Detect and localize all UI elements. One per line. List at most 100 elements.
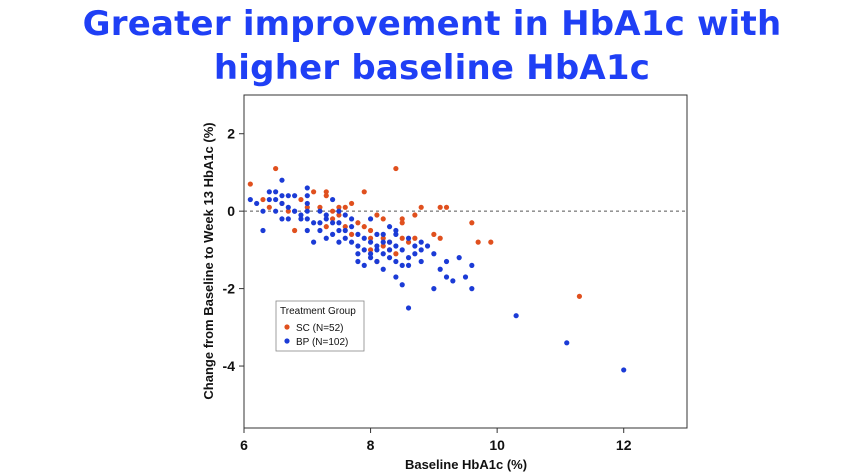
bp-point	[367, 239, 374, 245]
x-tick-label: 12	[616, 437, 632, 453]
x-axis: 6 8 10 12	[240, 428, 632, 453]
sc-point	[393, 165, 399, 172]
bp-point	[380, 239, 386, 245]
sc-point	[323, 189, 329, 195]
sc-point	[367, 227, 374, 234]
bp-point	[292, 208, 298, 214]
sc-point	[412, 212, 418, 218]
bp-point	[437, 266, 443, 272]
bp-point	[462, 274, 469, 280]
bp-point	[285, 204, 291, 210]
bp-point	[361, 262, 367, 268]
bp-point	[431, 251, 437, 257]
bp-point	[292, 193, 298, 199]
sc-point	[330, 216, 336, 222]
bp-point	[279, 200, 285, 207]
bp-point	[386, 247, 393, 253]
bp-point	[443, 274, 450, 280]
bp-point	[348, 239, 355, 245]
sc-point	[437, 235, 443, 241]
bp-point	[285, 216, 291, 222]
sc-point	[348, 231, 355, 237]
bp-point	[380, 266, 386, 272]
sc-point	[399, 216, 405, 222]
bp-point	[304, 193, 310, 199]
bp-point	[247, 196, 253, 203]
sc-point	[380, 235, 386, 241]
bp-point	[273, 189, 279, 195]
sc-point	[311, 189, 317, 195]
bp-point	[450, 278, 456, 284]
sc-point	[374, 212, 380, 218]
bp-point	[254, 200, 260, 207]
y-tick-label: 0	[227, 203, 235, 219]
bp-point	[367, 255, 374, 261]
bp-point	[418, 239, 424, 245]
sc-point	[405, 239, 412, 245]
sc-point	[317, 204, 323, 210]
legend-box	[275, 300, 365, 352]
bp-point	[374, 258, 380, 265]
sc-point	[412, 235, 418, 241]
legend-marker-sc	[284, 324, 290, 330]
bp-point	[386, 224, 393, 230]
bp-point	[393, 231, 399, 237]
sc-point	[330, 208, 336, 214]
sc-point	[443, 204, 450, 210]
bp-point	[304, 200, 310, 207]
x-tick-label: 10	[489, 437, 505, 453]
bp-point	[412, 243, 418, 249]
bp-point	[323, 212, 329, 218]
bp-point	[424, 243, 431, 249]
bp-point	[405, 262, 412, 268]
bp-point	[621, 367, 627, 373]
sc-point	[399, 220, 405, 226]
bp-point	[361, 235, 367, 241]
sc-point	[355, 220, 361, 226]
x-axis-label: Baseline HbA1c (%)	[405, 457, 527, 472]
bp-point	[336, 239, 342, 245]
sc-point	[437, 204, 443, 210]
bp-point	[273, 208, 279, 214]
bp-point	[330, 231, 336, 237]
y-tick-label: -2	[223, 281, 236, 297]
bp-point	[279, 193, 285, 199]
sc-point	[336, 204, 342, 210]
chart-title-line-2: higher baseline HbA1c	[213, 48, 651, 88]
sc-point	[475, 239, 481, 245]
chart-title-line-1: Greater improvement in HbA1c with	[82, 4, 782, 44]
sc-point	[399, 235, 405, 241]
chart-title: Greater improvement in HbA1c with higher…	[0, 2, 864, 90]
x-tick-label: 6	[240, 437, 248, 453]
bp-point	[393, 258, 399, 265]
bp-point	[285, 193, 291, 199]
bp-point	[311, 220, 317, 226]
bp-point	[304, 227, 310, 234]
bp-point	[380, 231, 386, 237]
sc-point	[336, 212, 342, 218]
bp-point	[304, 208, 310, 214]
bp-point	[405, 305, 412, 311]
sc-point	[361, 189, 367, 195]
sc-point	[348, 200, 355, 207]
bp-point	[279, 216, 285, 222]
bp-point	[380, 251, 386, 257]
x-tick-label: 8	[367, 437, 375, 453]
bp-point	[336, 227, 342, 234]
sc-point	[380, 243, 386, 249]
sc-point	[273, 165, 279, 172]
bp-point	[412, 251, 418, 257]
bp-point	[336, 208, 342, 214]
bp-point	[399, 262, 405, 268]
bp-point	[330, 220, 336, 226]
bp-point	[355, 243, 361, 249]
bp-point	[399, 282, 405, 288]
sc-point	[576, 293, 583, 299]
bp-point	[469, 286, 475, 292]
bp-point	[317, 227, 323, 234]
legend-label-sc: SC (N=52)	[296, 323, 344, 334]
bp-point	[386, 255, 393, 261]
bp-point	[266, 196, 272, 203]
sc-point	[292, 227, 298, 234]
legend-title: Treatment Group	[280, 306, 356, 317]
